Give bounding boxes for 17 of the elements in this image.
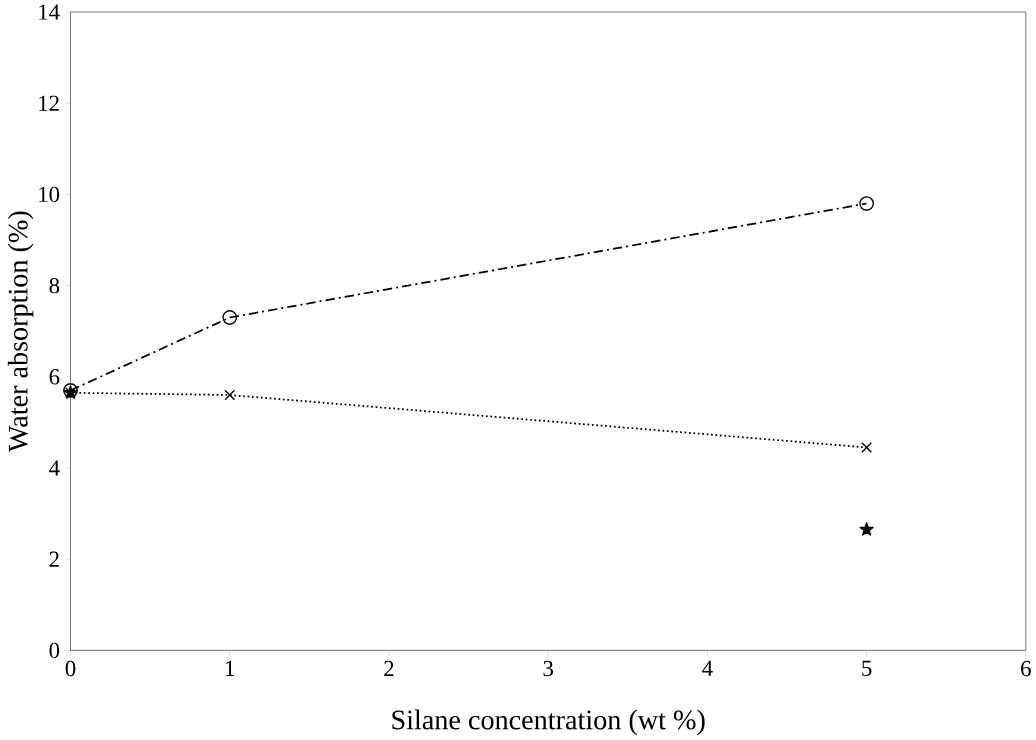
x-tick-label: 2 <box>384 661 394 677</box>
x-tick-label: 1 <box>226 661 235 677</box>
y-tick-label: 12 <box>39 95 59 111</box>
x-tick-label: 5 <box>862 661 872 677</box>
y-tick-label: 14 <box>39 4 60 20</box>
y-tick-label: 0 <box>49 642 60 659</box>
x-tick-label: 3 <box>543 661 553 677</box>
x-tick-label: 6 <box>1021 661 1031 677</box>
y-tick-label: 8 <box>49 278 60 294</box>
y-axis-title: Water absorption (%) <box>7 211 34 453</box>
x-tick-label: 4 <box>702 661 713 677</box>
y-tick-label: 6 <box>49 369 60 385</box>
y-tick-label: 2 <box>49 551 59 567</box>
y-tick-label: 10 <box>39 186 60 203</box>
x-axis-title: Silane concentration (wt %) <box>392 709 705 736</box>
y-tick-label: 4 <box>49 460 60 476</box>
x-tick-label: 0 <box>65 661 76 677</box>
